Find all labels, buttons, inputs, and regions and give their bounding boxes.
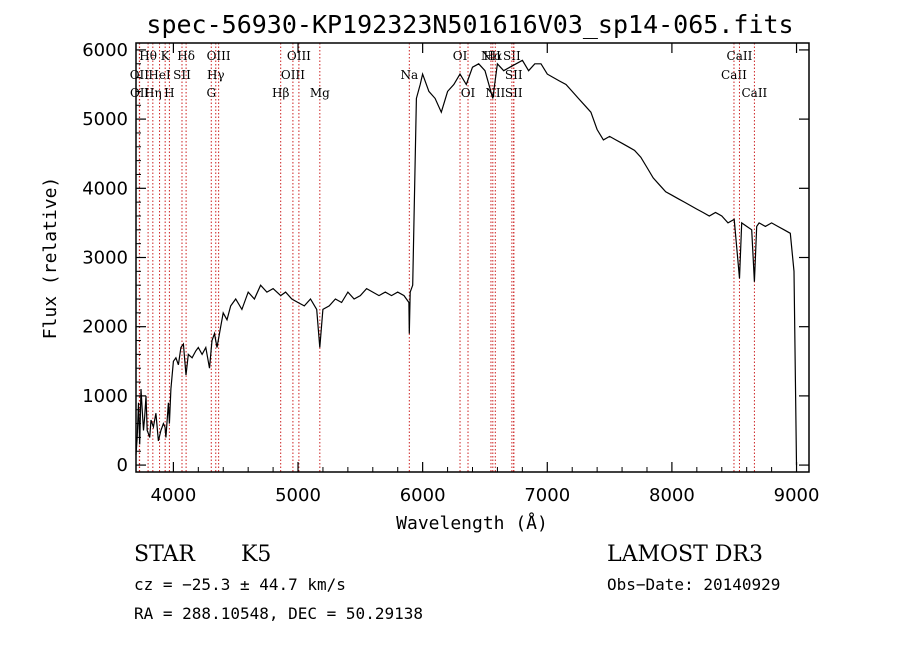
marker-label-24: SII <box>505 86 523 100</box>
marker-label-25: CaII <box>721 68 747 82</box>
x-axis-label: Wavelength (Å) <box>396 512 548 534</box>
marker-label-15: Mg <box>310 86 330 100</box>
y-tick-label-1: 1000 <box>82 386 128 407</box>
marker-label-18: OI <box>461 86 476 100</box>
marker-label-19: NII <box>481 49 501 63</box>
marker-label-8: Hδ <box>177 49 195 63</box>
marker-label-3: Hη <box>144 86 162 100</box>
spectral-subclass: K5 <box>241 542 271 567</box>
y-tick-label-2: 2000 <box>82 317 128 338</box>
marker-label-6: H <box>164 86 174 100</box>
spectrum-line <box>135 59 798 466</box>
marker-label-11: G <box>206 86 216 100</box>
x-tick-label-5: 9000 <box>774 485 820 506</box>
object-type: STAR <box>134 542 196 567</box>
y-tick-label-4: 4000 <box>82 178 128 199</box>
y-tick-label-3: 3000 <box>82 248 128 269</box>
marker-label-27: CaII <box>741 86 767 100</box>
x-tick-label-2: 6000 <box>400 485 446 506</box>
marker-label-13: OIII <box>281 68 305 82</box>
marker-label-2: OII <box>130 86 150 100</box>
x-tick-label-0: 4000 <box>150 485 196 506</box>
marker-label-21: NII <box>485 86 505 100</box>
marker-label-17: OI <box>453 49 468 63</box>
x-tick-label-1: 5000 <box>275 485 321 506</box>
y-axis-label: Flux (relative) <box>40 177 61 340</box>
marker-label-4: HeI <box>148 68 171 82</box>
marker-label-9: OIII <box>207 49 231 63</box>
y-tick-label-0: 0 <box>117 455 128 476</box>
y-tick-label-5: 5000 <box>82 109 128 130</box>
observation-date: Obs−Date: 20140929 <box>607 575 780 594</box>
plot-frame <box>135 42 810 473</box>
x-tick-label-3: 7000 <box>524 485 570 506</box>
marker-label-10: Hγ <box>207 68 225 82</box>
marker-label-22: SII <box>503 49 521 63</box>
survey-name: LAMOST DR3 <box>607 542 763 567</box>
x-tick-label-4: 8000 <box>649 485 695 506</box>
marker-label-16: Na <box>400 68 418 82</box>
sky-coordinates: RA = 288.10548, DEC = 50.29138 <box>134 604 423 623</box>
axis-ticks: 4000 5000 6000 7000 8000 9000 0 1000 2000 3000 400… <box>82 40 819 506</box>
marker-label-5: K <box>161 49 171 63</box>
marker-label-7: SII <box>173 68 191 82</box>
marker-label-14: OIII <box>287 49 311 63</box>
y-tick-label-6: 6000 <box>82 40 128 61</box>
redshift-cz: cz = −25.3 ± 44.7 km/s <box>134 575 346 594</box>
marker-label-0: Hθ <box>139 49 157 63</box>
marker-label-26: CaII <box>727 49 753 63</box>
chart-title: spec-56930-KP192323N501616V03_sp14-065.f… <box>146 10 793 39</box>
marker-label-12: Hβ <box>272 86 289 100</box>
marker-label-20: Hα <box>484 49 503 63</box>
